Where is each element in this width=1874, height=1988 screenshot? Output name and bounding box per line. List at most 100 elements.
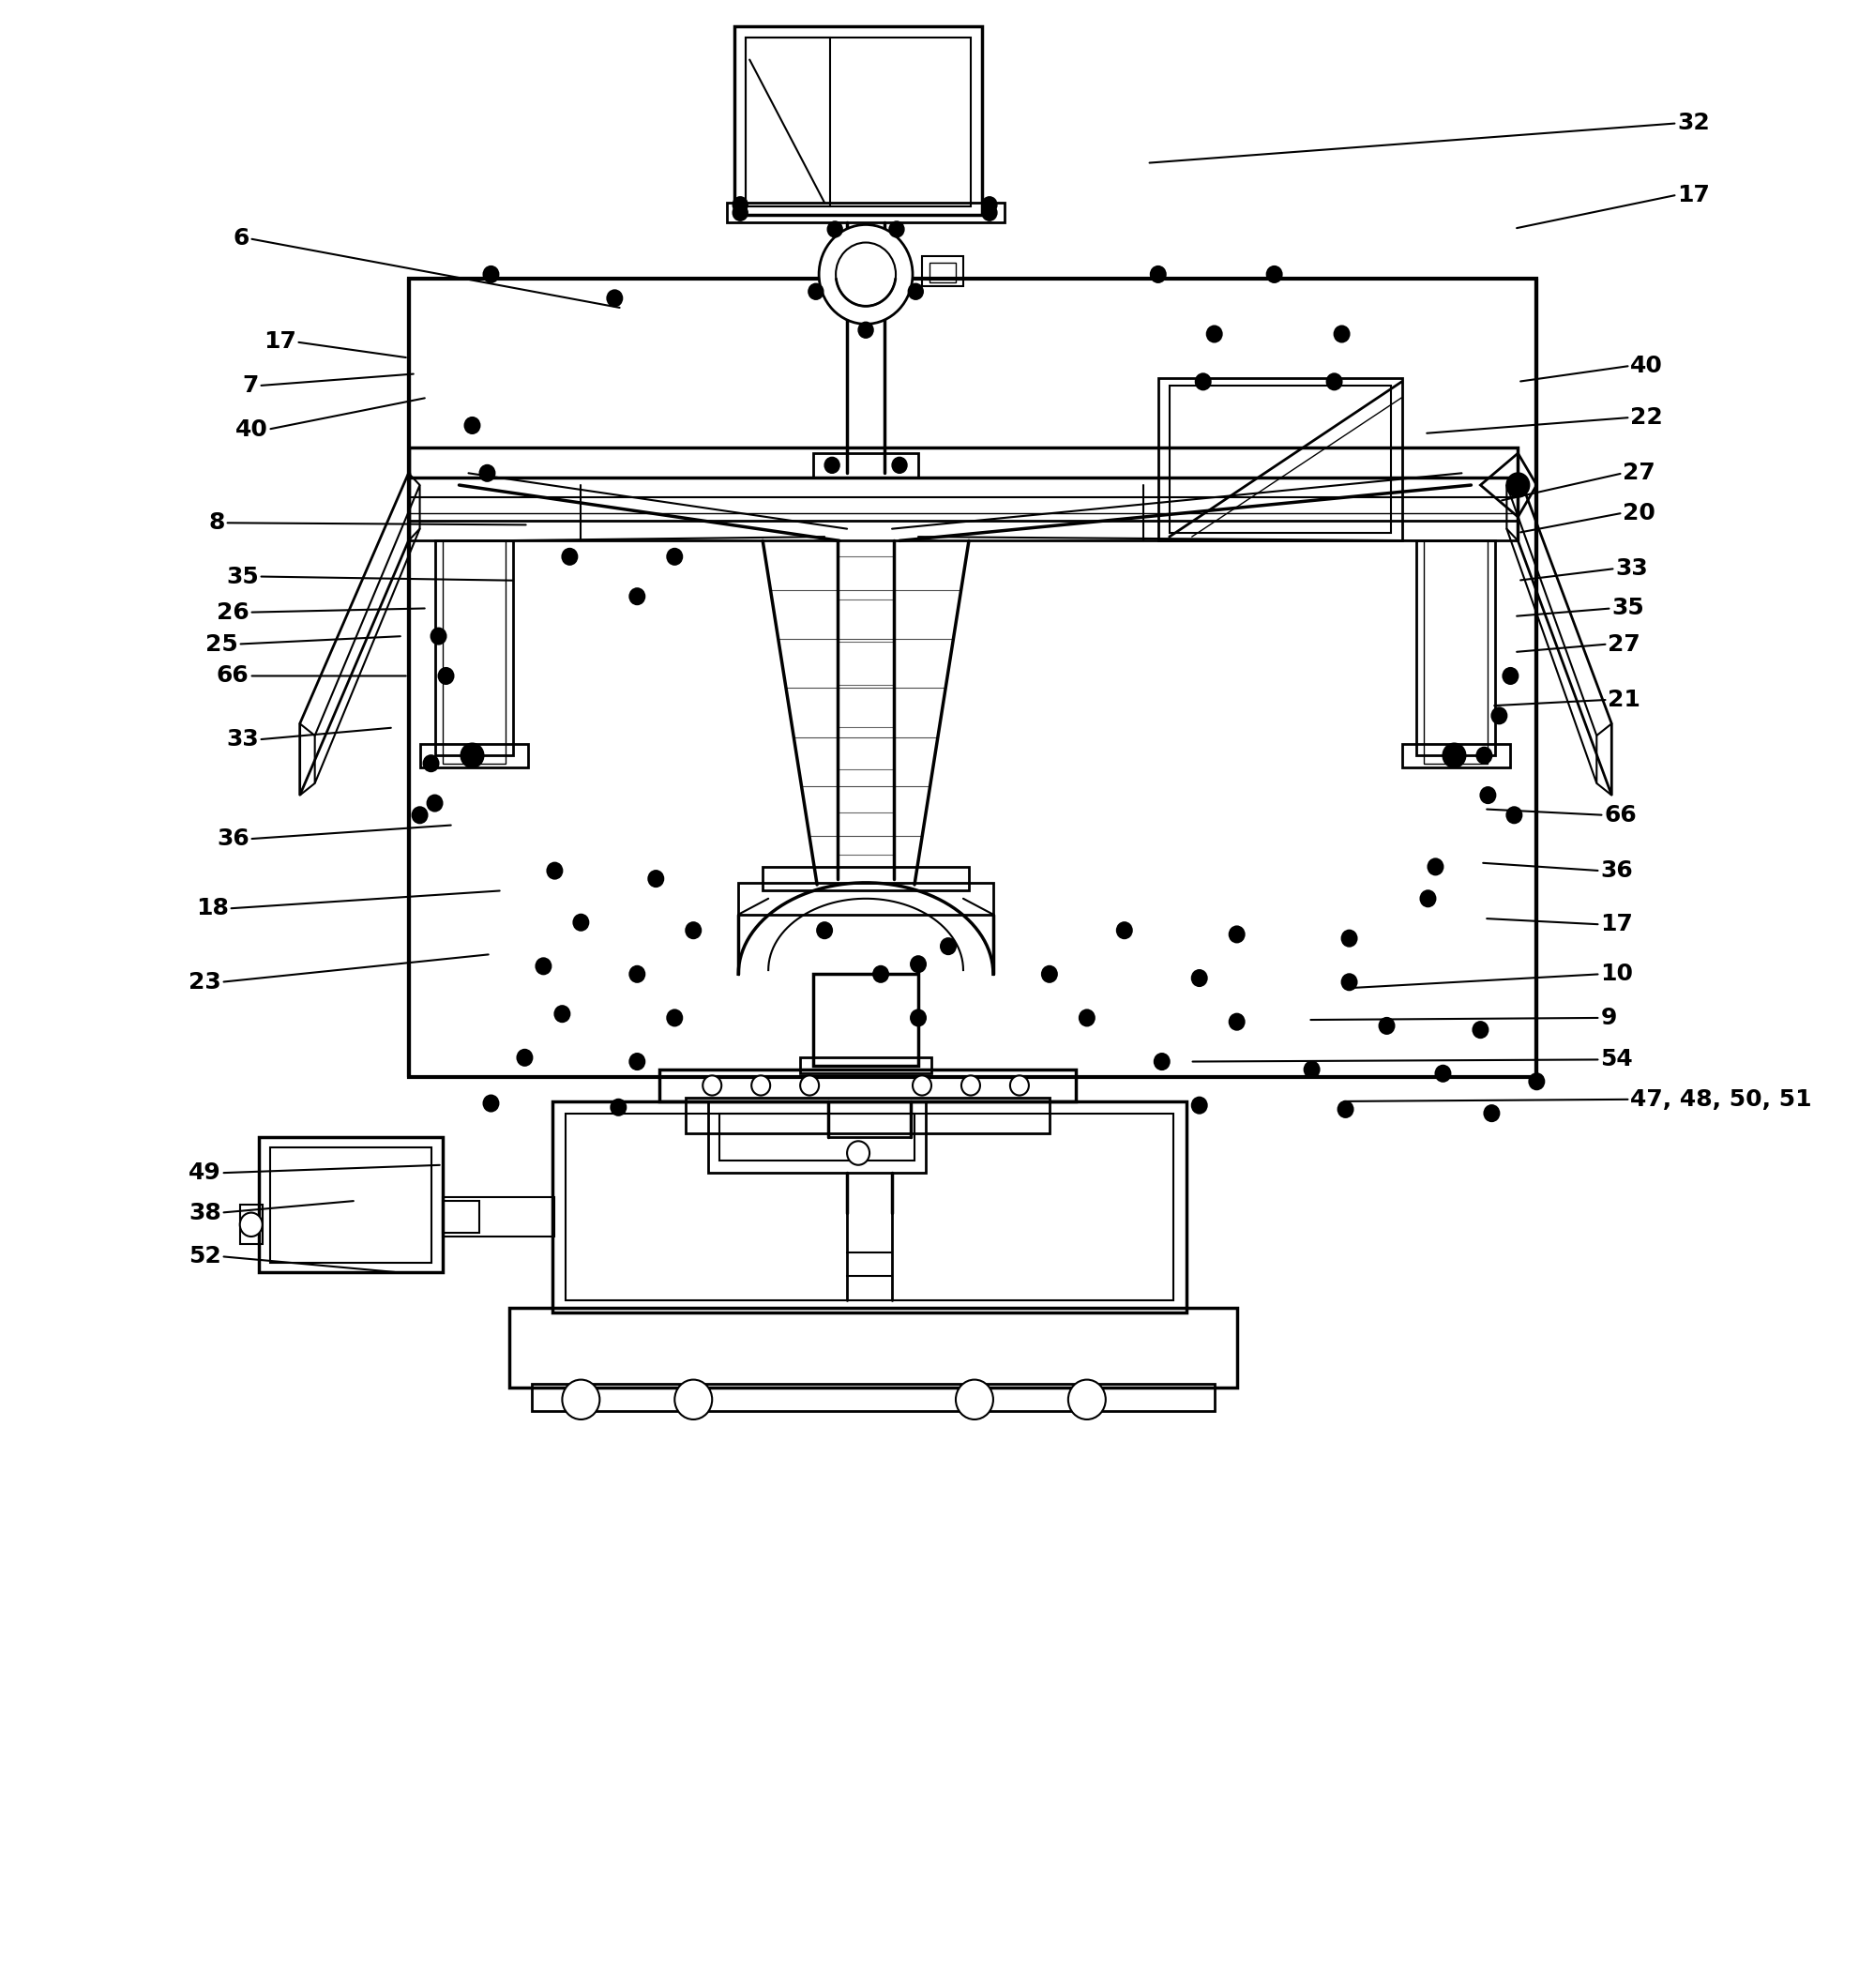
Circle shape (1042, 964, 1057, 982)
Circle shape (982, 205, 997, 221)
Bar (1402, 744, 1510, 767)
Circle shape (836, 243, 896, 306)
Bar (686, 1097, 1049, 1133)
Bar (800, 1058, 931, 1074)
Circle shape (858, 322, 873, 338)
Text: 47, 48, 50, 51: 47, 48, 50, 51 (1630, 1087, 1812, 1111)
Circle shape (941, 938, 958, 954)
Circle shape (686, 922, 703, 938)
Circle shape (800, 1076, 819, 1095)
Bar (420, 744, 528, 767)
Bar (1417, 541, 1495, 755)
Bar (1158, 378, 1402, 541)
Text: 27: 27 (1608, 632, 1640, 656)
Circle shape (1304, 1062, 1319, 1077)
Circle shape (424, 753, 439, 771)
Circle shape (1267, 264, 1284, 282)
Circle shape (562, 547, 577, 567)
Circle shape (1229, 1012, 1246, 1030)
Text: 66: 66 (217, 664, 249, 688)
Circle shape (892, 457, 907, 473)
Bar (510, 1308, 1237, 1388)
Circle shape (1149, 264, 1166, 282)
Text: 38: 38 (189, 1201, 221, 1225)
Circle shape (461, 744, 483, 767)
Bar (532, 1384, 1214, 1411)
Text: 26: 26 (217, 600, 249, 624)
Circle shape (611, 1097, 628, 1117)
Bar (813, 974, 918, 1066)
Circle shape (675, 1380, 712, 1419)
Circle shape (825, 457, 840, 473)
Circle shape (1340, 974, 1357, 990)
Text: 35: 35 (1612, 596, 1643, 620)
Circle shape (439, 668, 454, 684)
Text: 17: 17 (264, 330, 296, 354)
Circle shape (480, 463, 495, 481)
Bar (1424, 541, 1488, 763)
Circle shape (1529, 1074, 1544, 1089)
Circle shape (1480, 787, 1497, 803)
Circle shape (1334, 326, 1351, 342)
Bar (660, 1070, 1076, 1101)
Text: 40: 40 (236, 417, 268, 441)
Circle shape (412, 807, 427, 823)
Bar (922, 256, 963, 286)
Circle shape (847, 1141, 870, 1165)
Text: 33: 33 (1615, 557, 1647, 580)
Text: 66: 66 (1604, 803, 1636, 827)
Circle shape (1473, 1022, 1488, 1038)
Circle shape (1420, 891, 1437, 907)
Circle shape (1229, 924, 1246, 942)
Bar (240, 1205, 262, 1244)
Bar (566, 1113, 1173, 1300)
Bar (735, 26, 982, 215)
Text: 10: 10 (1600, 962, 1634, 986)
Bar (409, 521, 1518, 541)
Circle shape (733, 205, 748, 221)
Text: 32: 32 (1677, 111, 1709, 135)
Text: 23: 23 (189, 970, 221, 994)
Circle shape (1340, 928, 1357, 946)
Circle shape (547, 861, 562, 879)
Bar (1169, 386, 1391, 533)
Circle shape (808, 284, 823, 300)
Circle shape (911, 1010, 926, 1026)
Circle shape (982, 197, 997, 213)
Circle shape (1503, 668, 1520, 684)
Circle shape (483, 1093, 498, 1111)
Text: 36: 36 (217, 827, 249, 851)
Bar (553, 1101, 1186, 1312)
Circle shape (956, 1380, 993, 1419)
Circle shape (240, 1213, 262, 1237)
Bar (746, 38, 971, 207)
Bar (435, 541, 513, 755)
Circle shape (648, 871, 665, 887)
Circle shape (1336, 1101, 1353, 1117)
Bar (763, 867, 969, 891)
Text: 35: 35 (227, 565, 259, 588)
Circle shape (465, 415, 480, 433)
Circle shape (431, 628, 448, 644)
Circle shape (562, 1380, 600, 1419)
Circle shape (828, 221, 843, 237)
Text: 25: 25 (206, 632, 238, 656)
Circle shape (517, 1050, 534, 1066)
Circle shape (630, 1054, 645, 1070)
Bar (727, 203, 1004, 223)
Bar (738, 883, 993, 914)
Bar (813, 453, 918, 477)
Text: 54: 54 (1600, 1048, 1632, 1072)
Bar (442, 1197, 555, 1237)
Bar (259, 1137, 442, 1272)
Circle shape (1379, 1018, 1394, 1034)
Text: 18: 18 (197, 897, 229, 920)
Circle shape (888, 221, 903, 237)
Text: 9: 9 (1600, 1006, 1617, 1030)
Bar (270, 1147, 431, 1262)
Text: 40: 40 (1630, 354, 1662, 378)
Circle shape (1117, 922, 1132, 938)
Text: 22: 22 (1630, 406, 1662, 429)
Bar (442, 1201, 480, 1233)
Text: 20: 20 (1623, 501, 1655, 525)
